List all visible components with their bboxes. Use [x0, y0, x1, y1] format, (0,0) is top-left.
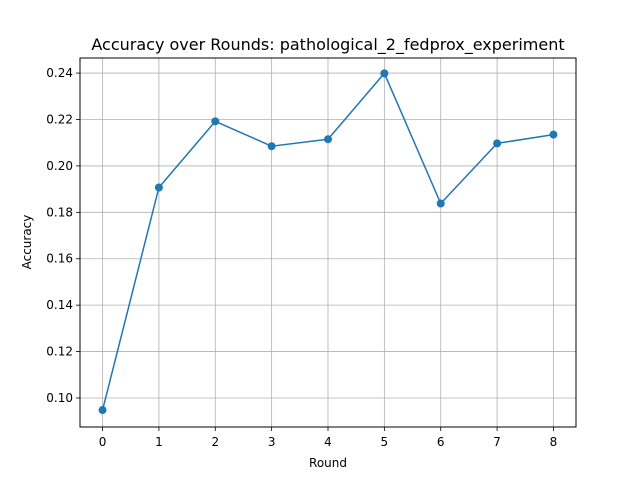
x-tick-label: 7: [493, 435, 501, 449]
accuracy-data-point: [98, 406, 107, 415]
x-tick-label: 8: [550, 435, 558, 449]
accuracy-data-point: [324, 135, 332, 144]
x-tick-label: 6: [437, 435, 445, 449]
y-tick-label: 0.24: [46, 66, 73, 80]
accuracy-data-point: [211, 117, 220, 126]
accuracy-data-point: [380, 69, 389, 78]
accuracy-data-point: [154, 183, 163, 192]
y-tick-label: 0.16: [46, 252, 73, 266]
y-tick-label: 0.20: [46, 159, 73, 173]
accuracy-data-point: [436, 199, 445, 208]
accuracy-data-point: [549, 130, 558, 139]
x-tick-label: 0: [99, 435, 107, 449]
y-tick-label: 0.18: [46, 205, 73, 219]
x-axis-label: Round: [309, 456, 347, 470]
y-tick-label: 0.10: [46, 391, 73, 405]
accuracy-data-point: [493, 139, 502, 148]
x-tick-label: 5: [381, 435, 389, 449]
y-tick-label: 0.12: [46, 345, 73, 359]
accuracy-data-point: [267, 142, 276, 151]
series-layer: [98, 69, 558, 415]
y-axis-label: Accuracy: [20, 215, 34, 270]
x-tick-label: 1: [155, 435, 163, 449]
y-axis-ticks: 0.10 0.12 0.14 0.16 0.18 0.20 0.22 0.24: [46, 66, 80, 405]
x-tick-label: 4: [324, 435, 332, 449]
grid-lines: [80, 58, 576, 427]
chart-title: Accuracy over Rounds: pathological_2_fed…: [91, 35, 564, 55]
x-tick-label: 2: [211, 435, 219, 449]
x-tick-label: 3: [268, 435, 276, 449]
y-tick-label: 0.14: [46, 298, 73, 312]
x-axis-ticks: 0 1 2 3 4 5 6 7 8: [99, 427, 558, 449]
y-tick-label: 0.22: [46, 113, 73, 127]
